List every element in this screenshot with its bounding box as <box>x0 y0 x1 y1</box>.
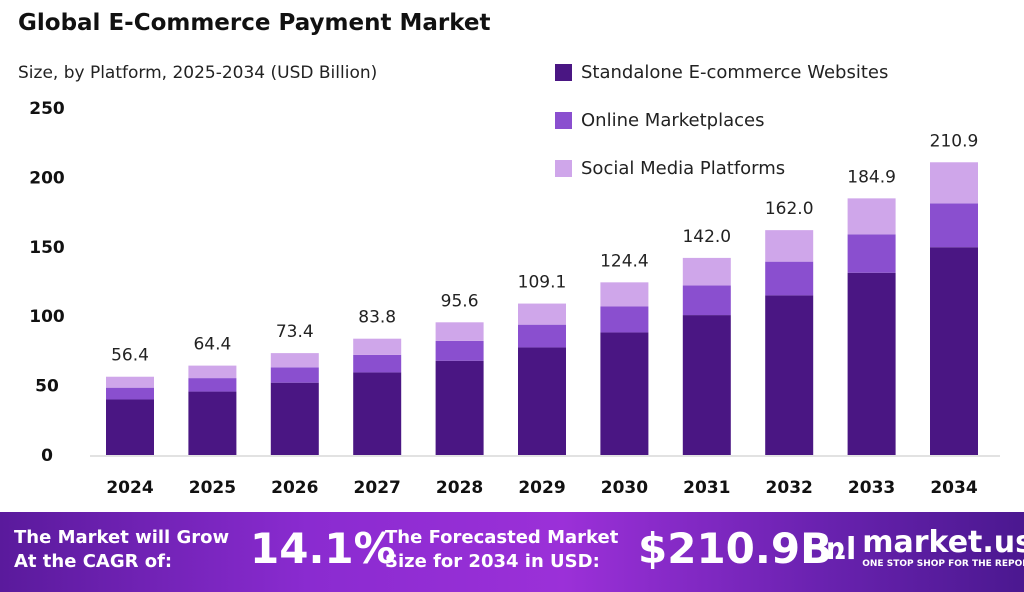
x-tick-label: 2034 <box>930 478 977 498</box>
bar-segment-2033-1 <box>847 234 896 273</box>
x-tick-label: 2032 <box>766 478 813 498</box>
forecast-value: $210.9B <box>638 524 833 573</box>
bar-segment-2027-2 <box>353 338 402 355</box>
y-tick-label: 250 <box>29 99 65 119</box>
bar-segment-2034-2 <box>930 162 978 204</box>
chart-subtitle: Size, by Platform, 2025-2034 (USD Billio… <box>18 63 378 83</box>
bar-segment-2028-2 <box>435 322 484 341</box>
legend-item-standalone: Standalone E-commerce Websites <box>555 48 888 96</box>
x-tick-label: 2025 <box>189 478 236 498</box>
legend-item-marketplaces: Online Marketplaces <box>555 96 888 144</box>
data-label-2028: 95.6 <box>441 291 479 311</box>
logo-name: market.us <box>862 525 1024 560</box>
forecast-label-line2: Size for 2034 in USD: <box>385 551 600 572</box>
x-tick-label: 2028 <box>436 478 483 498</box>
bar-segment-2025-1 <box>188 378 237 392</box>
bar-segment-2031-0 <box>682 315 731 455</box>
y-tick-label: 100 <box>29 307 65 327</box>
bar-segment-2032-0 <box>765 295 814 455</box>
y-tick-label: 0 <box>41 446 53 466</box>
legend-label: Social Media Platforms <box>581 157 786 179</box>
data-label-2030: 124.4 <box>600 251 649 271</box>
data-label-2033: 184.9 <box>847 167 896 187</box>
bar-segment-2027-0 <box>353 372 402 455</box>
bar-segment-2034-0 <box>930 247 978 455</box>
x-tick-label: 2027 <box>354 478 401 498</box>
cagr-label: The Market will Grow At the CAGR of: <box>14 526 229 574</box>
bar-segment-2028-0 <box>435 360 484 455</box>
bar-segment-2024-1 <box>106 387 154 400</box>
x-tick-label: 2029 <box>518 478 565 498</box>
bar-segment-2033-0 <box>847 272 896 455</box>
bar-segment-2026-2 <box>270 353 319 368</box>
x-tick-label: 2033 <box>848 478 895 498</box>
y-tick-label: 200 <box>29 168 65 188</box>
data-label-2024: 56.4 <box>111 346 149 366</box>
x-tick-label: 2026 <box>271 478 318 498</box>
data-label-2032: 162.0 <box>765 199 814 219</box>
bar-segment-2026-1 <box>270 367 319 383</box>
legend: Standalone E-commerce Websites Online Ma… <box>555 48 888 192</box>
legend-swatch <box>555 159 572 177</box>
x-tick-label: 2031 <box>683 478 730 498</box>
bar-segment-2030-0 <box>600 332 649 455</box>
bar-segment-2030-2 <box>600 282 649 307</box>
market-us-logo: ռl market.us ONE STOP SHOP FOR THE REPORT… <box>826 528 1024 570</box>
forecast-label: The Forecasted Market Size for 2034 in US… <box>385 526 618 574</box>
y-tick-label: 150 <box>29 238 65 258</box>
logo-tagline: ONE STOP SHOP FOR THE REPORTS <box>862 559 1024 569</box>
bar-segment-2027-1 <box>353 354 402 373</box>
bar-segment-2030-1 <box>600 306 649 333</box>
data-label-2034: 210.9 <box>930 131 979 151</box>
summary-banner: The Market will Grow At the CAGR of: 14.1… <box>0 512 1024 592</box>
legend-swatch <box>555 111 572 129</box>
cagr-label-line2: At the CAGR of: <box>14 551 173 572</box>
bar-segment-2032-2 <box>765 230 814 262</box>
data-label-2027: 83.8 <box>358 308 396 328</box>
bar-segment-2025-0 <box>188 391 237 455</box>
forecast-label-line1: The Forecasted Market <box>385 527 619 548</box>
data-label-2031: 142.0 <box>682 227 731 247</box>
legend-item-social: Social Media Platforms <box>555 144 888 192</box>
bar-segment-2025-2 <box>188 365 237 379</box>
bar-segment-2029-2 <box>518 303 566 325</box>
bar-segment-2026-0 <box>270 382 319 455</box>
bar-segment-2033-2 <box>847 198 896 235</box>
bar-segment-2024-2 <box>106 376 154 388</box>
bar-segment-2029-1 <box>518 324 566 348</box>
legend-swatch <box>555 63 572 81</box>
bar-segment-2031-2 <box>682 257 731 286</box>
cagr-value: 14.1% <box>250 524 396 573</box>
bar-segment-2024-0 <box>106 399 154 455</box>
bar-segment-2031-1 <box>682 285 731 316</box>
bar-segment-2032-1 <box>765 261 814 296</box>
x-tick-label: 2024 <box>106 478 153 498</box>
chart-title: Global E-Commerce Payment Market <box>18 10 491 36</box>
logo-icon: ռl <box>826 531 857 567</box>
bar-chart: 0 50 100 150 200 250 56.4 2024 64.4 2025 73.4 2026 8… <box>29 99 1000 498</box>
data-label-2029: 109.1 <box>518 273 567 293</box>
legend-label: Standalone E-commerce Websites <box>581 61 889 83</box>
bar-segment-2034-1 <box>930 203 978 248</box>
data-label-2026: 73.4 <box>276 322 314 342</box>
x-tick-label: 2030 <box>601 478 648 498</box>
legend-label: Online Marketplaces <box>581 109 765 131</box>
bar-segment-2028-1 <box>435 340 484 361</box>
data-label-2025: 64.4 <box>193 335 231 355</box>
bar-segment-2029-0 <box>518 347 566 455</box>
y-tick-label: 50 <box>35 377 59 397</box>
cagr-label-line1: The Market will Grow <box>14 527 230 548</box>
